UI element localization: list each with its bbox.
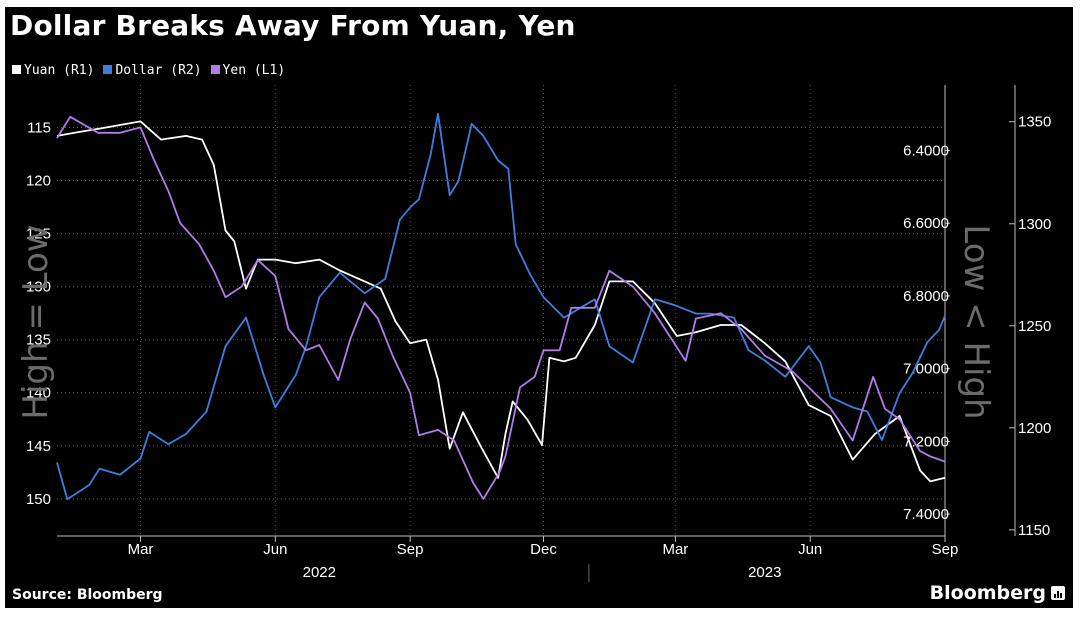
left-axis-label: High = Low [16, 224, 56, 419]
legend-label: Yuan (R1) [24, 63, 95, 78]
right-axis-label: Low < High [956, 224, 996, 419]
legend-label: Dollar (R2) [115, 63, 202, 78]
left-tick-label: 130 [26, 279, 51, 296]
r2-tick-label: 1300 [1018, 216, 1051, 233]
brand-logo: Bloomberg [930, 582, 1065, 604]
left-tick-label: 125 [26, 226, 51, 243]
legend-swatch [103, 65, 113, 74]
x-tick-label: Jun [798, 541, 822, 558]
year-label: 2023 [748, 564, 781, 581]
chart-frame: Dollar Breaks Away From Yuan, Yen Yuan (… [5, 7, 1073, 608]
x-tick-label: Jun [263, 541, 287, 558]
chart-title: Dollar Breaks Away From Yuan, Yen [10, 9, 576, 42]
left-tick-label: 135 [26, 332, 51, 349]
x-tick-label: Sep [397, 541, 424, 558]
legend-item: Yuan (R1) [12, 63, 94, 78]
r2-tick-label: 1250 [1018, 318, 1051, 335]
left-tick-label: 120 [26, 173, 51, 190]
series-line-yen [56, 115, 946, 500]
r2-tick-label: 1200 [1018, 420, 1051, 437]
legend-swatch [210, 65, 220, 74]
left-tick-label: 115 [27, 119, 51, 136]
chart-svg: Mar Jun Sep Dec Mar Jun Sep 115 120 125 130 135 140 1… [16, 85, 1051, 582]
r1-tick-label: 7.0000 [903, 361, 949, 378]
x-tick-label: Sep [932, 541, 959, 558]
r2-tick-label: 1350 [1018, 114, 1051, 131]
x-tick-label: Dec [530, 541, 557, 558]
x-tick-label: Mar [662, 541, 688, 558]
x-tick-label: Mar [128, 541, 154, 558]
bloomberg-bars-icon [1051, 586, 1065, 600]
series-line-yuan [56, 120, 946, 483]
r1-tick-label: 6.8000 [903, 288, 949, 305]
legend-item: Dollar (R2) [103, 63, 202, 78]
legend: Yuan (R1) Dollar (R2) Yen (L1) [12, 63, 294, 78]
legend-swatch [12, 65, 21, 74]
r1-tick-label: 7.2000 [903, 433, 949, 450]
legend-item: Yen (L1) [210, 63, 286, 78]
series-line-dollar [56, 112, 946, 501]
r2-tick-label: 1150 [1018, 522, 1050, 539]
r1-tick-label: 7.4000 [903, 506, 949, 523]
source-note: Source: Bloomberg [12, 587, 163, 603]
left-tick-label: 145 [26, 438, 51, 455]
legend-label: Yen (L1) [222, 63, 286, 78]
left-tick-label: 150 [26, 491, 51, 508]
r1-tick-label: 6.4000 [903, 142, 949, 159]
r1-tick-label: 6.6000 [903, 215, 949, 232]
left-tick-label: 140 [26, 385, 51, 402]
year-label: 2022 [303, 564, 336, 581]
brand-name: Bloomberg [929, 582, 1046, 604]
